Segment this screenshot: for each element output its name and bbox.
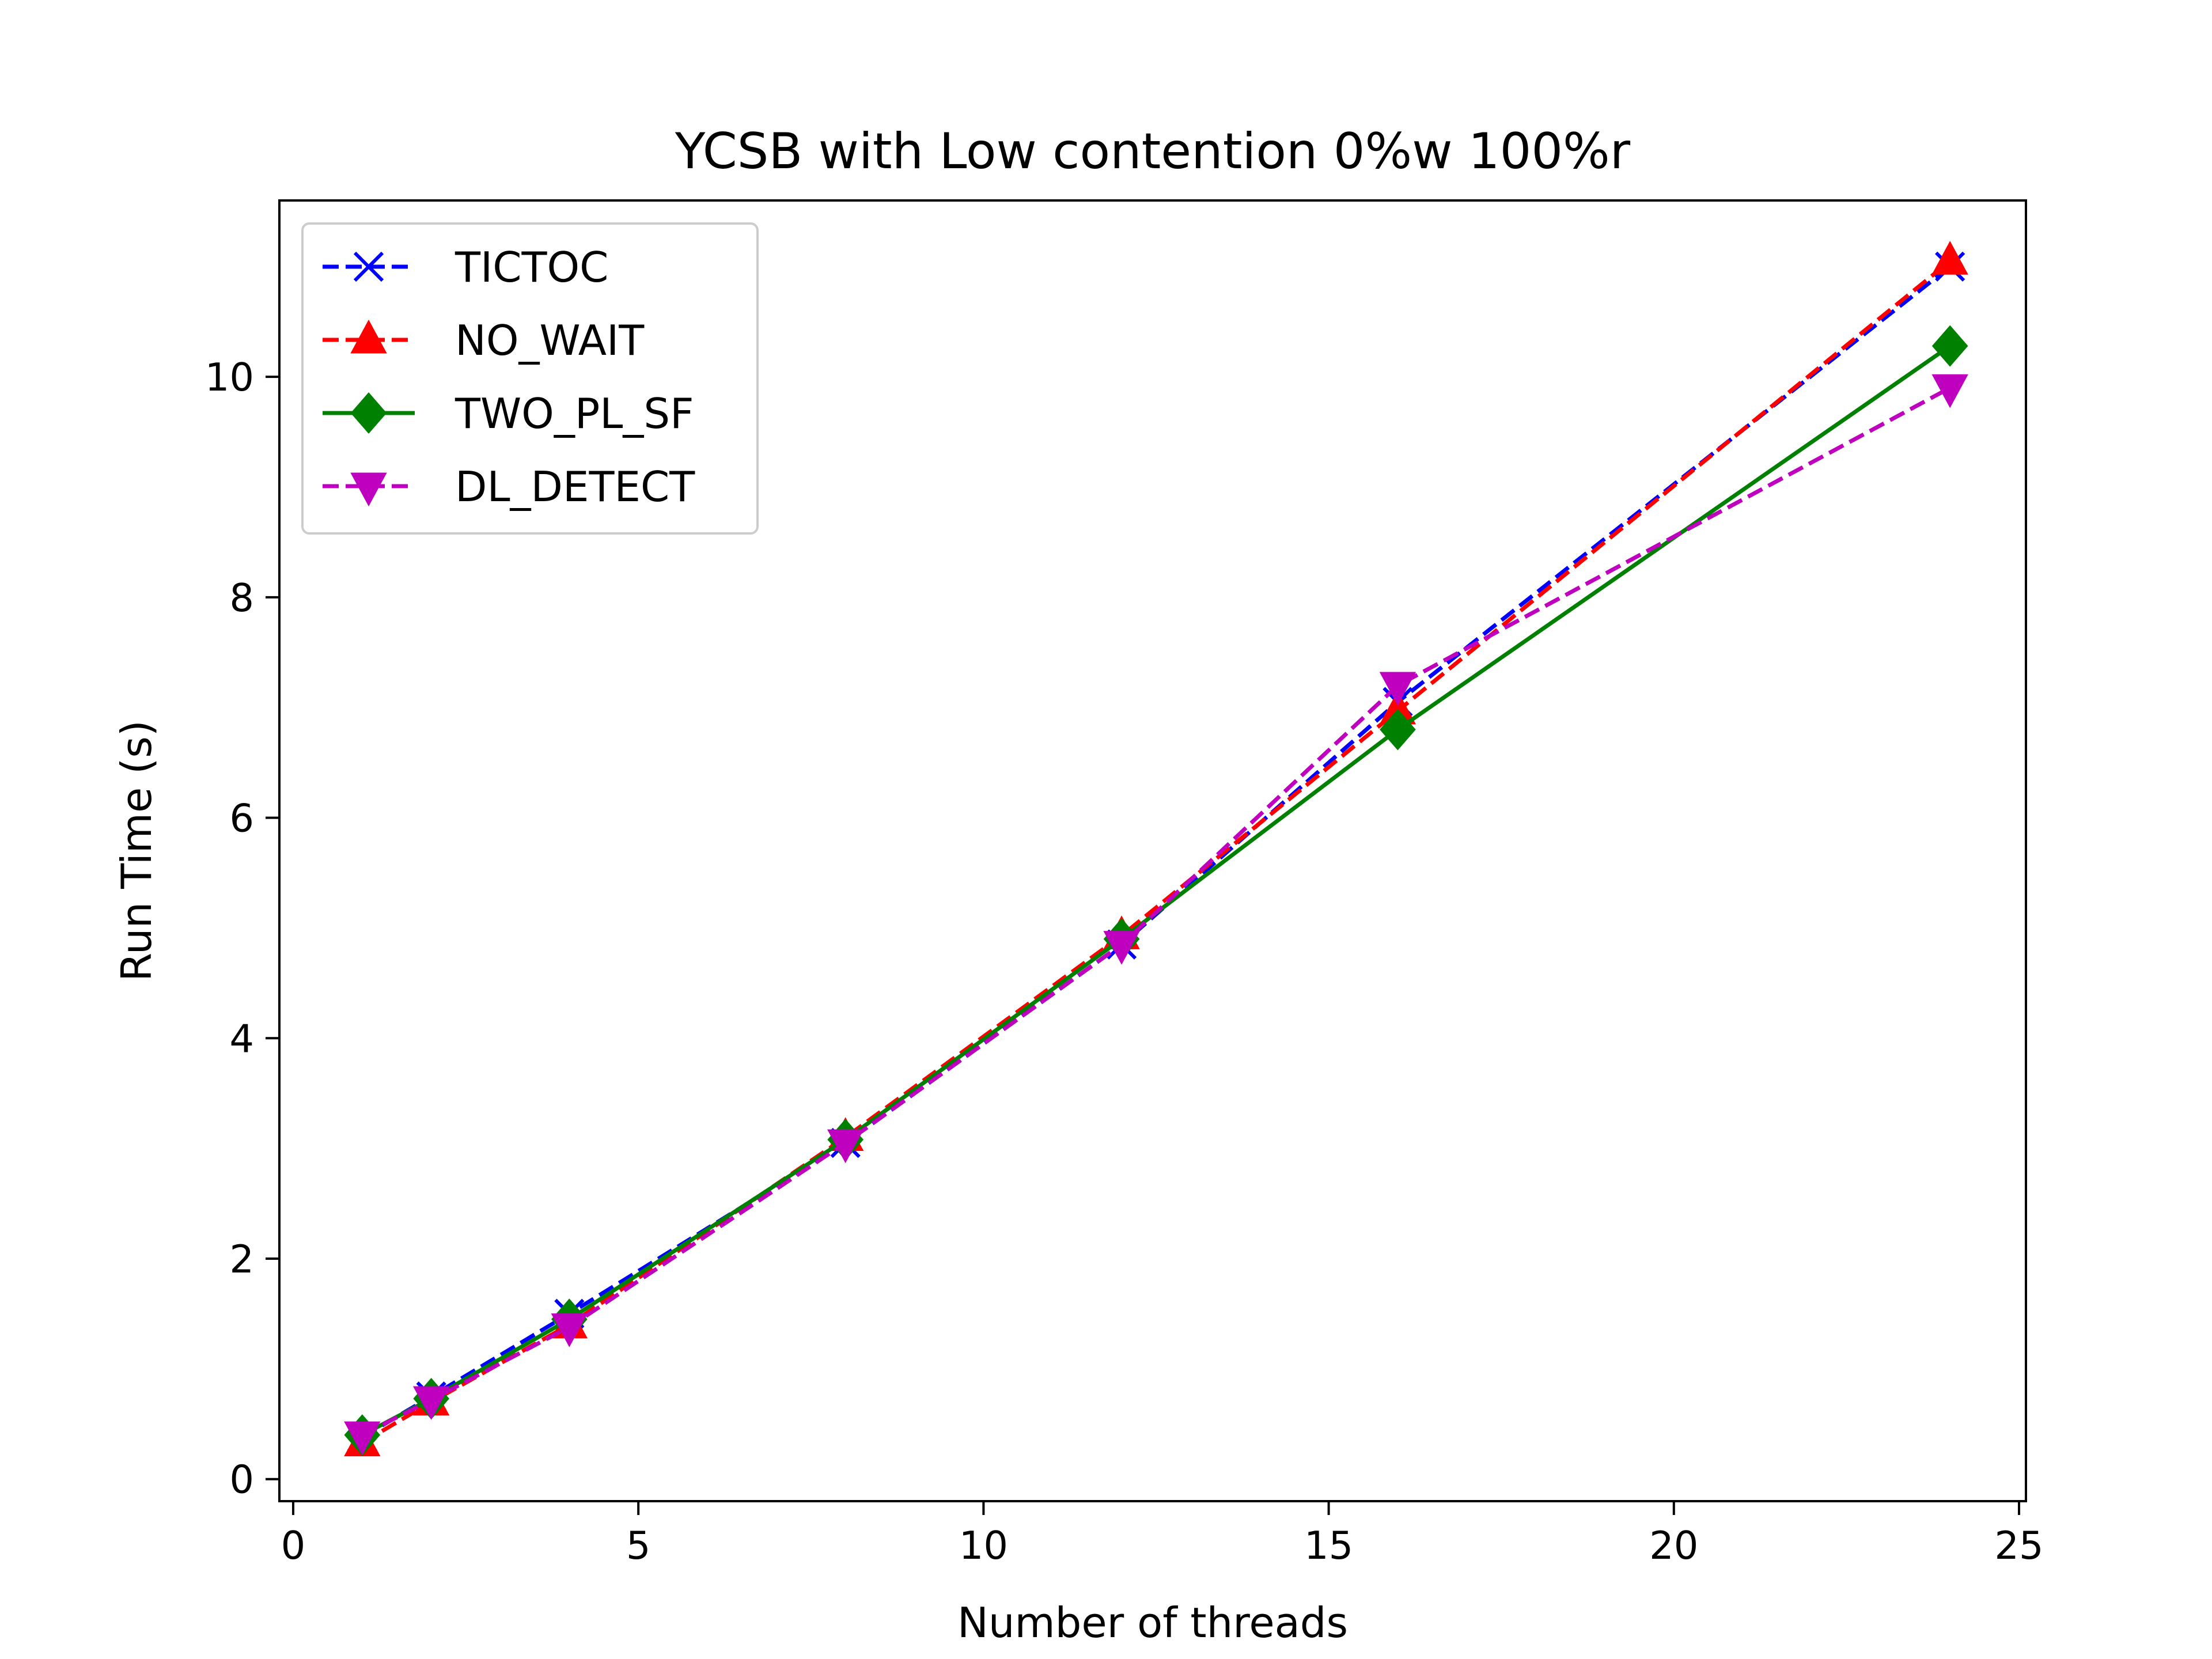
- series-dl-detect: [344, 374, 1968, 1456]
- chart-title: YCSB with Low contention 0%w 100%r: [675, 123, 1631, 180]
- legend-item-two-pl-sf: TWO_PL_SF: [323, 389, 694, 438]
- data-point-dl-detect: [1931, 374, 1968, 408]
- plot-frame: [278, 199, 2027, 1502]
- legend-item-dl-detect: DL_DETECT: [323, 463, 695, 511]
- x-axis: 0 5 10 15 20 25: [281, 1501, 2044, 1568]
- y-tick-label: 6: [229, 796, 254, 841]
- x-tick-label: 20: [1649, 1523, 1698, 1568]
- legend-item-no-wait: NO_WAIT: [323, 316, 645, 365]
- data-point-no-wait: [1931, 241, 1968, 275]
- data-point-two-pl-sf: [1931, 325, 1968, 367]
- y-axis-label: Run Time (s): [112, 720, 161, 982]
- legend-label: DL_DETECT: [455, 463, 695, 511]
- legend-marker: [350, 392, 387, 434]
- data-point-dl-detect: [1103, 931, 1140, 965]
- y-axis: 0 2 4 6 8 10: [205, 355, 279, 1502]
- y-tick-label: 8: [229, 575, 254, 620]
- legend-marker: [353, 251, 384, 282]
- x-axis-label: Number of threads: [957, 1599, 1348, 1647]
- data-point-dl-detect: [412, 1386, 450, 1421]
- y-tick-label: 4: [229, 1016, 254, 1061]
- series-layer: [344, 241, 1968, 1457]
- x-tick-label: 0: [281, 1523, 306, 1568]
- data-point-dl-detect: [551, 1313, 588, 1347]
- legend-box: [301, 222, 759, 535]
- legend: TICTOC NO_WAIT TWO_PL_SF DL_DETECT: [301, 222, 759, 535]
- y-tick-label: 10: [205, 355, 254, 400]
- legend-marker: [350, 319, 387, 354]
- data-point-two-pl-sf: [1380, 709, 1416, 751]
- data-point-dl-detect: [344, 1421, 381, 1456]
- legend-marker: [350, 472, 387, 507]
- legend-item-tictoc: TICTOC: [323, 243, 608, 291]
- data-point-dl-detect: [827, 1129, 864, 1164]
- legend-label: NO_WAIT: [455, 316, 645, 365]
- y-tick-label: 0: [229, 1457, 254, 1502]
- y-tick-label: 2: [229, 1237, 254, 1282]
- x-tick-label: 25: [1994, 1523, 2043, 1568]
- x-tick-label: 5: [626, 1523, 651, 1568]
- x-tick-label: 10: [959, 1523, 1008, 1568]
- legend-label: TWO_PL_SF: [454, 389, 694, 438]
- x-tick-label: 15: [1304, 1523, 1353, 1568]
- data-point-dl-detect: [1379, 672, 1416, 706]
- legend-label: TICTOC: [454, 243, 608, 291]
